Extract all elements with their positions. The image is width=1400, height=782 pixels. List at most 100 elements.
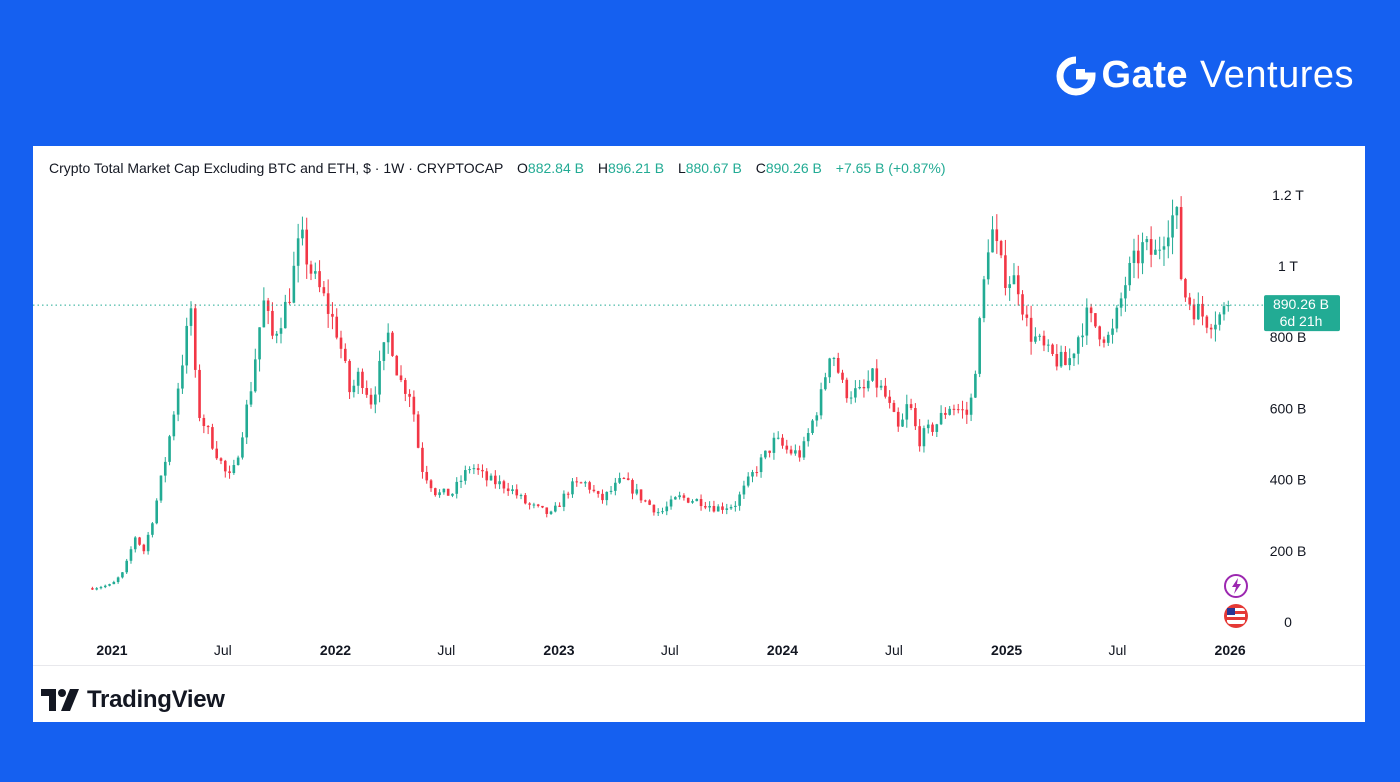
- low-label: L: [677, 160, 686, 176]
- candle-body: [421, 447, 424, 472]
- candle-body: [845, 379, 849, 399]
- low-value: 880.67 B: [685, 160, 742, 176]
- candle-body: [524, 495, 527, 504]
- candle-body: [751, 472, 754, 477]
- candle-body: [176, 388, 180, 415]
- chart-card: 1.2 T 1 T 800 B 600 B 400 B 200 B 0 2021 Jul 2022…: [33, 146, 1365, 722]
- candle-body: [669, 499, 673, 507]
- x-tick-label: 2023: [543, 642, 574, 658]
- candle-body: [1205, 316, 1209, 328]
- candle-body: [528, 503, 531, 505]
- candle-body: [755, 472, 759, 474]
- candle-body: [1094, 313, 1097, 327]
- tradingview-logo[interactable]: TradingView: [41, 686, 225, 714]
- candle-body: [875, 368, 879, 388]
- x-tick-label: Jul: [661, 642, 679, 658]
- candle-body: [661, 511, 664, 513]
- candle-body: [472, 468, 476, 470]
- x-tick-label: Jul: [1108, 642, 1126, 658]
- candle-body: [1059, 351, 1063, 367]
- candle-body: [759, 457, 763, 473]
- candle-body: [566, 493, 570, 495]
- y-tick-label: 400 B: [1270, 472, 1307, 488]
- candle-body: [1226, 305, 1230, 307]
- candle-body: [605, 491, 609, 501]
- candle-body: [271, 310, 274, 336]
- chart-canvas[interactable]: 1.2 T 1 T 800 B 600 B 400 B 200 B 0 2021 Jul 2022…: [33, 146, 1365, 666]
- candle-body: [704, 506, 707, 508]
- candle-body: [1124, 285, 1127, 299]
- candle-body: [1098, 326, 1101, 340]
- candle-body: [708, 505, 711, 508]
- candle-body: [395, 355, 399, 376]
- candle-body: [682, 495, 686, 498]
- candle-body: [824, 377, 827, 390]
- candle-body: [614, 482, 617, 491]
- brand-logo: Gate Ventures: [1056, 54, 1354, 97]
- candle-body: [511, 489, 514, 492]
- candle-body: [129, 549, 133, 561]
- candle-body: [734, 505, 737, 507]
- candle-body: [794, 450, 797, 454]
- x-tick-label: Jul: [437, 642, 455, 658]
- candle-body: [378, 360, 381, 395]
- candle-body: [485, 471, 489, 481]
- candle-body: [549, 511, 553, 514]
- candle-body: [155, 500, 158, 524]
- candle-body: [742, 485, 746, 495]
- candle-body: [1025, 314, 1029, 318]
- candle-body: [944, 412, 947, 415]
- candle-body: [172, 414, 176, 437]
- candle-body: [468, 469, 471, 471]
- price-tag: [1264, 295, 1340, 332]
- brand-suffix: Ventures: [1200, 54, 1354, 96]
- candle-body: [343, 348, 347, 361]
- candle-body: [133, 537, 137, 550]
- candle-body: [588, 482, 591, 490]
- candle-body: [836, 357, 840, 373]
- open-value: 882.84 B: [527, 160, 584, 176]
- candle-body: [331, 313, 334, 317]
- candle-body: [866, 380, 870, 389]
- candle-body: [914, 408, 917, 427]
- x-tick-label: 2021: [96, 642, 127, 658]
- candle-body: [695, 499, 699, 502]
- y-tick-label: 1 T: [1278, 258, 1298, 274]
- price-tag-countdown: 6d 21h: [1280, 313, 1323, 329]
- candle-body: [592, 489, 596, 492]
- candle-body: [644, 500, 647, 502]
- candle-body: [1089, 307, 1093, 314]
- tradingview-icon: [41, 689, 79, 711]
- candle-body: [464, 470, 467, 481]
- candle-body: [116, 577, 120, 582]
- candle-body: [579, 482, 583, 484]
- candle-body: [982, 279, 986, 319]
- candle-body: [1008, 284, 1011, 288]
- candle-body: [1021, 294, 1024, 315]
- candle-body: [318, 271, 321, 288]
- candle-body: [112, 581, 116, 585]
- candle-body: [288, 301, 291, 303]
- price-tag-value: 890.26 B: [1273, 296, 1329, 312]
- symbol-title[interactable]: Crypto Total Market Cap Excluding BTC an…: [49, 160, 504, 176]
- candle-body: [601, 493, 604, 501]
- candle-body: [1158, 249, 1161, 251]
- candle-body: [575, 481, 579, 483]
- candle-body: [382, 342, 386, 361]
- candle-body: [798, 450, 801, 458]
- candle-body: [764, 450, 767, 458]
- candle-body: [481, 469, 484, 472]
- candle-body: [652, 504, 656, 513]
- candle-body: [828, 358, 831, 378]
- candle-body: [215, 448, 219, 459]
- candle-body: [1029, 317, 1033, 342]
- high-value: 896.21 B: [607, 160, 665, 176]
- candle-body: [854, 388, 857, 398]
- candle-body: [283, 301, 287, 329]
- candle-body: [1012, 275, 1016, 285]
- y-tick-label: 600 B: [1270, 400, 1307, 416]
- candle-body: [1184, 279, 1187, 298]
- candle-body: [95, 588, 98, 590]
- candle-body: [446, 488, 450, 496]
- candle-body: [1166, 237, 1170, 247]
